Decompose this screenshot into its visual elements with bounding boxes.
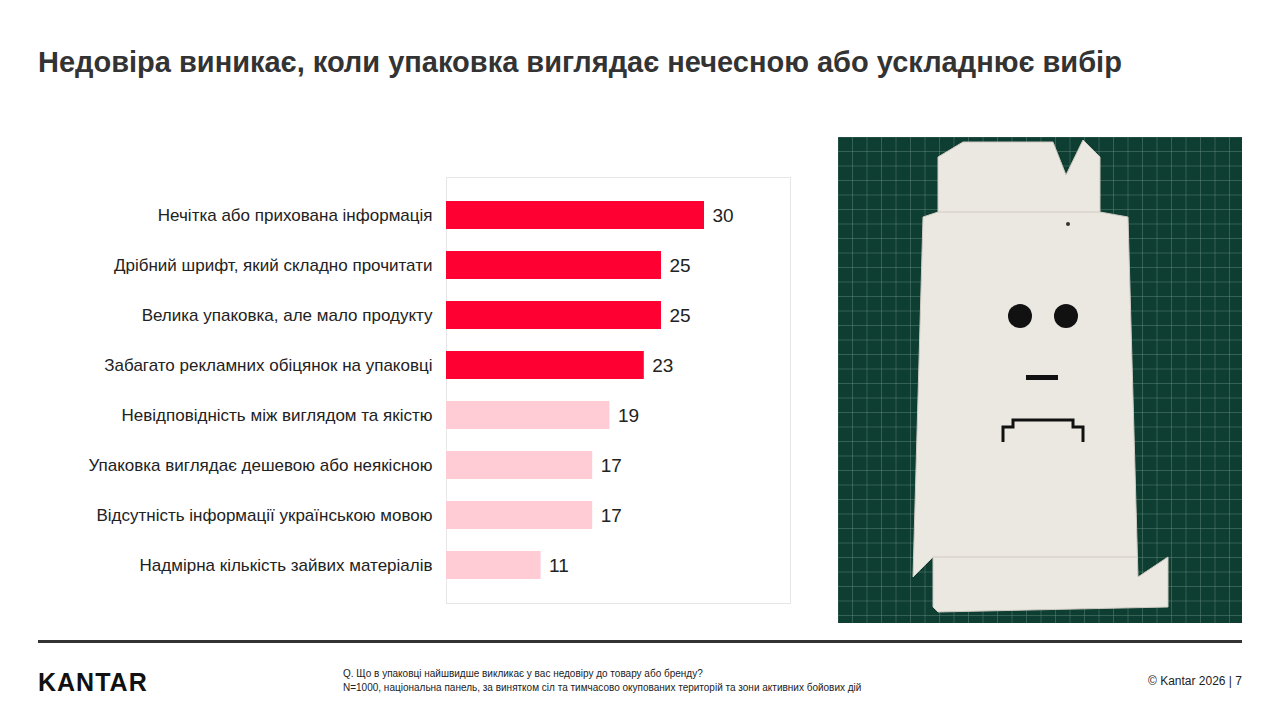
html-text:Недовіра виникає, коли упаковк: Недовіра виникає, коли упаковка виглядає… <box>38 46 1122 78</box>
svg-text:30: 30 <box>713 205 734 226</box>
svg-text:17: 17 <box>601 455 622 476</box>
svg-text:11: 11 <box>549 555 569 576</box>
html-text:© Kantar 2026 | 7: © Kantar 2026 | 7 <box>1148 674 1242 688</box>
svg-text:Нечітка або прихована інформац: Нечітка або прихована інформація <box>158 206 433 225</box>
svg-text:17: 17 <box>601 505 622 526</box>
svg-text:25: 25 <box>670 255 691 276</box>
svg-text:Забагато рекламних обіцянок на: Забагато рекламних обіцянок на упаковці <box>104 356 432 375</box>
svg-text:Відсутність інформації українс: Відсутність інформації українською мовою <box>96 506 432 525</box>
svg-text:Дрібний шрифт, який складно пр: Дрібний шрифт, який складно прочитати <box>114 256 433 275</box>
svg-text:25: 25 <box>670 305 691 326</box>
svg-text:Велика упаковка, але мало прод: Велика упаковка, але мало продукту <box>142 306 433 325</box>
html-text:N=1000, національна панель, за: N=1000, національна панель, за винятком … <box>343 682 862 693</box>
svg-text:Надмірна кількість зайвих мате: Надмірна кількість зайвих матеріалів <box>140 556 433 575</box>
svg-text:23: 23 <box>652 355 673 376</box>
svg-text:19: 19 <box>618 405 639 426</box>
html-text:KANTAR: KANTAR <box>38 668 148 696</box>
html-text:Q. Що в упаковці найшвидше вик: Q. Що в упаковці найшвидше викликає у ва… <box>343 668 703 679</box>
svg-text:Упаковка виглядає дешевою або: Упаковка виглядає дешевою або неякісною <box>88 456 432 475</box>
svg-text:Невідповідність між виглядом т: Невідповідність між виглядом та якістю <box>122 406 433 425</box>
